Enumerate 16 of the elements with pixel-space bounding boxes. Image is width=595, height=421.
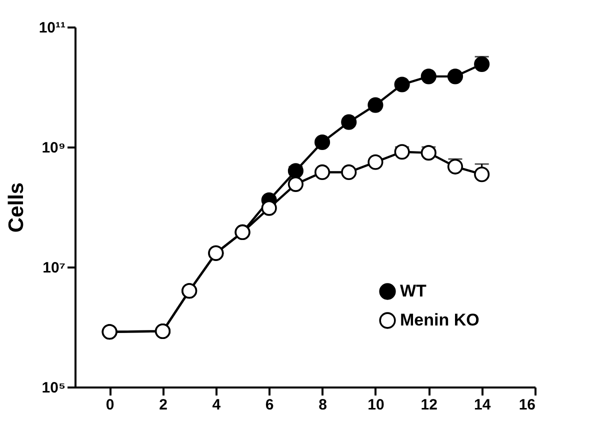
x-tick-label: 2 — [159, 396, 168, 414]
legend-label: Menin KO — [400, 310, 480, 330]
legend-label: WT — [400, 282, 428, 300]
y-tick-label: 10⁷ — [42, 260, 66, 276]
x-tick-label: 6 — [265, 396, 274, 414]
y-tick-label: 10⁹ — [42, 140, 66, 156]
y-axis-title: Cells — [4, 182, 28, 233]
x-tick-label: 14 — [474, 396, 492, 414]
y-tick-label: 10¹¹ — [38, 20, 66, 36]
x-tick-label: 16 — [518, 396, 536, 414]
x-tick-label: 10 — [368, 396, 384, 414]
x-tick-label: 8 — [318, 396, 327, 414]
x-tick-label: 4 — [212, 396, 222, 414]
x-tick-label: 12 — [420, 396, 438, 414]
x-tick-label: 0 — [106, 396, 114, 414]
y-tick-label: 10⁵ — [42, 380, 66, 396]
